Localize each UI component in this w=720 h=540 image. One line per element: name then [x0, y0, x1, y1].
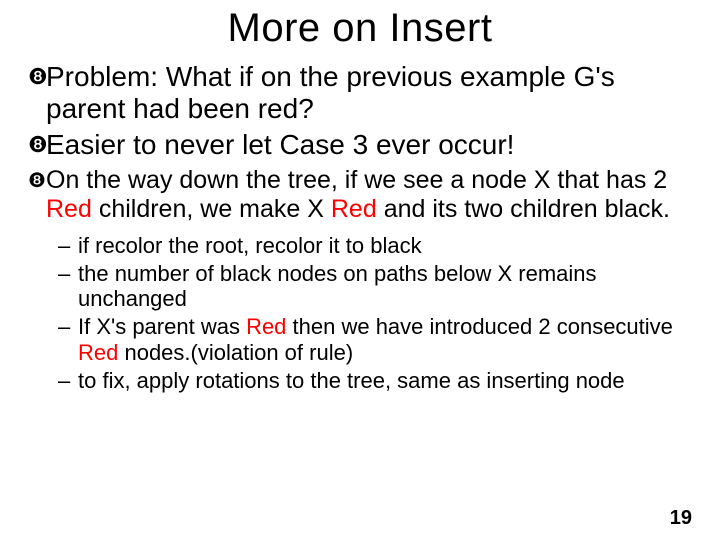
- text-run: children, we make X: [92, 195, 331, 223]
- text-run: If X's parent was: [78, 314, 246, 339]
- red-text-run: Red: [331, 195, 377, 223]
- bullet-level2: – the number of black nodes on paths bel…: [58, 261, 692, 313]
- bullet-level1: ❽ Problem: What if on the previous examp…: [28, 61, 692, 125]
- text-run: nodes.(violation of rule): [118, 340, 353, 365]
- dash-marker-icon: –: [58, 314, 78, 340]
- bullet-text: On the way down the tree, if we see a no…: [46, 166, 692, 225]
- bullet-text: if recolor the root, recolor it to black: [78, 233, 692, 259]
- bullet-marker-icon: ❽: [28, 166, 46, 196]
- text-run: to fix, apply rotations to the tree, sam…: [78, 368, 625, 393]
- bullet-level2: – If X's parent was Red then we have int…: [58, 314, 692, 366]
- text-run: On the way down the tree, if we see a no…: [46, 166, 667, 194]
- bullet-text: Problem: What if on the previous example…: [46, 61, 692, 125]
- dash-marker-icon: –: [58, 368, 78, 394]
- red-text-run: Red: [46, 195, 92, 223]
- bullet-text: the number of black nodes on paths below…: [78, 261, 692, 313]
- text-run: Easier to never let Case 3 ever occur!: [46, 129, 514, 160]
- red-text-run: Red: [246, 314, 286, 339]
- text-run: and its two children black.: [377, 195, 670, 223]
- text-run: if recolor the root, recolor it to black: [78, 233, 422, 258]
- slide-title: More on Insert: [0, 6, 720, 51]
- bullet-text: to fix, apply rotations to the tree, sam…: [78, 368, 692, 394]
- bullet-level1: ❽ Easier to never let Case 3 ever occur!: [28, 129, 692, 161]
- red-text-run: Red: [78, 340, 118, 365]
- slide: More on Insert ❽ Problem: What if on the…: [0, 6, 720, 540]
- bullet-level2: – to fix, apply rotations to the tree, s…: [58, 368, 692, 394]
- text-run: Problem: What if on the previous example…: [46, 61, 615, 124]
- bullet-level2: – if recolor the root, recolor it to bla…: [58, 233, 692, 259]
- bullet-text: If X's parent was Red then we have intro…: [78, 314, 692, 366]
- bullet-marker-icon: ❽: [28, 61, 46, 93]
- bullet-marker-icon: ❽: [28, 129, 46, 161]
- bullet-level1: ❽ On the way down the tree, if we see a …: [28, 166, 692, 225]
- dash-marker-icon: –: [58, 233, 78, 259]
- text-run: the number of black nodes on paths below…: [78, 261, 597, 312]
- text-run: then we have introduced 2 consecutive: [286, 314, 672, 339]
- slide-content: ❽ Problem: What if on the previous examp…: [0, 61, 720, 394]
- dash-marker-icon: –: [58, 261, 78, 287]
- page-number: 19: [670, 507, 692, 530]
- bullet-text: Easier to never let Case 3 ever occur!: [46, 129, 692, 161]
